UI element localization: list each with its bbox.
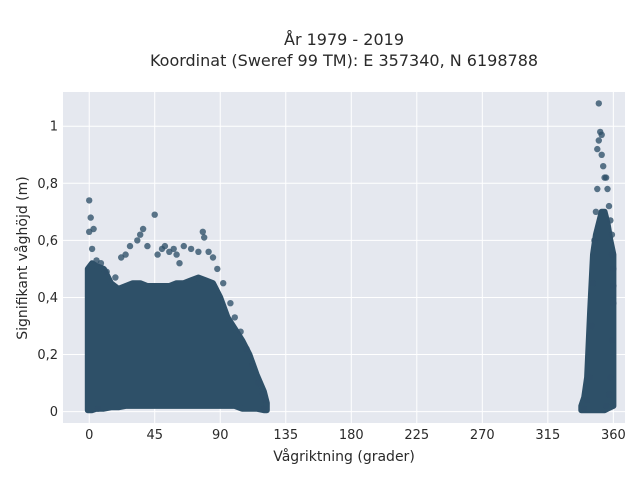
data-point [591,237,598,244]
y-tick-label: 0,6 [37,234,58,249]
grid-lines [63,92,625,423]
data-point [201,234,208,241]
y-tick-label: 0 [50,405,58,420]
y-axis-label: Signifikant våghöjd (m) [14,176,31,339]
chart-subtitle: Koordinat (Sweref 99 TM): E 357340, N 61… [150,51,538,70]
data-point [607,217,614,224]
data-point [610,300,617,307]
data-point [97,260,105,267]
data-point [610,265,617,273]
data-point [602,174,610,181]
x-tick-label: 45 [146,428,163,443]
y-axis-ticks: 0 0,2 0,4 0,6 0,8 1 [37,120,58,420]
x-tick-label: 360 [601,428,626,443]
data-point [161,242,169,250]
x-tick-label: 225 [404,428,429,443]
data-point [589,280,597,287]
x-tick-label: 180 [339,428,364,443]
data-point [90,225,97,233]
data-point [595,100,602,107]
data-point [259,391,266,398]
x-tick-label: 135 [273,428,298,443]
data-point [151,211,158,218]
data-point [594,185,601,193]
data-point [86,197,93,204]
data-point [608,231,616,238]
data-point [220,280,227,287]
data-point [237,328,244,335]
dense-point-clouds [84,208,617,414]
x-axis-ticks: 0 45 90 135 180 225 270 315 360 [85,428,626,443]
data-point [598,151,605,158]
data-point [170,245,177,253]
data-point [605,202,613,210]
data-point [608,251,616,258]
data-point [249,362,256,370]
data-point [602,402,610,410]
scatter-points [86,100,617,412]
data-point [586,374,594,381]
x-tick-label: 315 [535,428,560,443]
data-point [139,225,147,233]
data-point [592,208,600,215]
data-point [594,145,601,153]
y-tick-label: 0,4 [37,291,58,306]
data-point [607,374,614,381]
dense-cloud-cluster_0_120 [84,260,270,414]
data-point [583,397,591,404]
data-point [187,245,195,253]
chart-title: År 1979 - 2019 [284,30,404,49]
data-point [598,131,605,138]
data-point [595,137,602,144]
data-point [94,405,102,412]
data-point [608,337,616,344]
y-tick-label: 1 [50,120,58,135]
data-point [581,405,588,412]
data-point [610,282,617,290]
data-point [180,242,187,250]
y-tick-label: 0,2 [37,348,58,363]
x-tick-label: 0 [85,428,93,443]
data-point [214,265,221,273]
y-tick-label: 0,8 [37,177,58,192]
data-point [605,391,613,398]
data-point [600,163,607,170]
data-point [260,405,268,412]
data-point [144,242,151,250]
data-point [173,251,180,258]
data-point [243,345,250,352]
data-point [254,379,262,387]
x-tick-label: 90 [212,428,229,443]
data-point [112,274,119,281]
data-point [604,185,611,193]
data-point [134,237,141,244]
data-point [122,251,129,258]
data-point [87,214,94,221]
data-point [588,322,595,330]
data-point [195,248,202,255]
data-point [262,397,269,404]
data-point [227,300,234,307]
data-point [126,242,134,250]
data-point [103,268,110,275]
dense-cloud-cluster_340_360 [578,208,617,414]
data-point [209,254,217,261]
data-point [176,260,183,267]
x-tick-label: 270 [470,428,495,443]
x-axis-label: Vågriktning (grader) [273,448,415,465]
data-point [231,314,238,321]
data-point [154,251,161,258]
data-point [199,228,206,235]
data-point [137,231,144,238]
data-point [205,248,212,255]
data-point [88,245,96,253]
